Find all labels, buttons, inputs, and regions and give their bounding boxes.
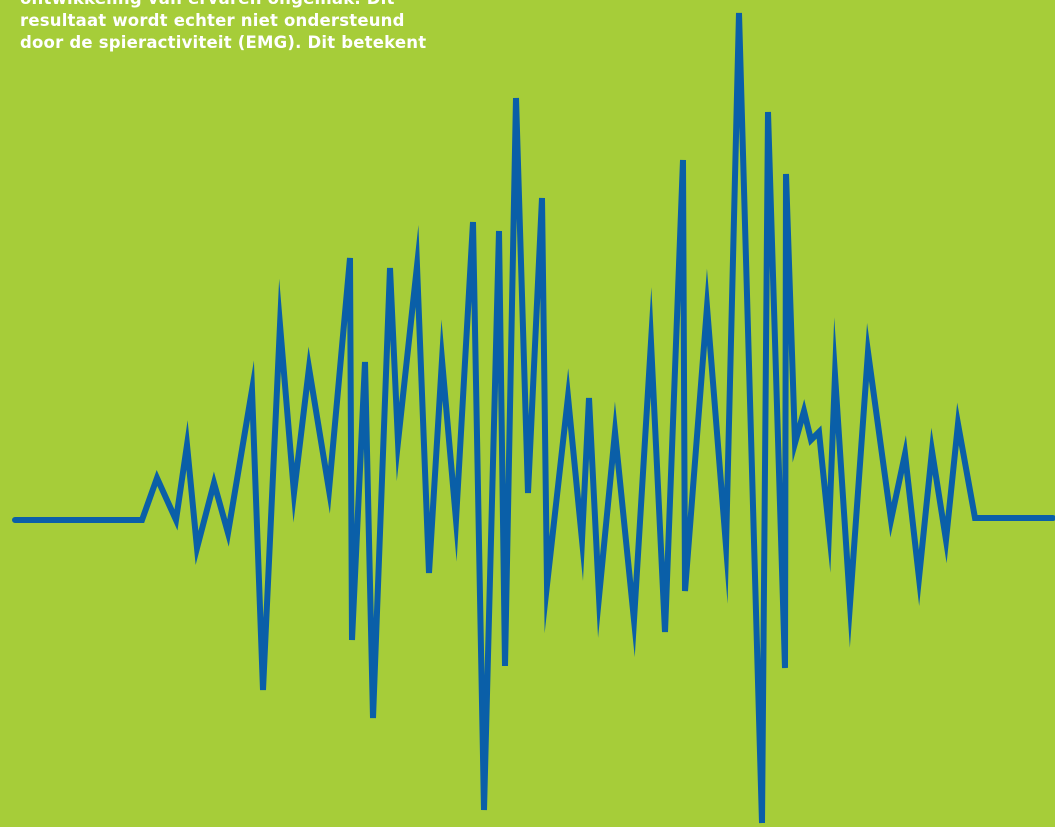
- emg-waveform-line: [12, 12, 1055, 824]
- text-line-3: door de spieractiviteit (EMG). Dit betek…: [20, 33, 427, 52]
- text-line-2: resultaat wordt echter niet ondersteund: [20, 11, 405, 30]
- text-excerpt: ontwikkeling van ervaren ongemak. Dit re…: [20, 0, 520, 54]
- text-line-1: ontwikkeling van ervaren ongemak. Dit: [20, 0, 520, 10]
